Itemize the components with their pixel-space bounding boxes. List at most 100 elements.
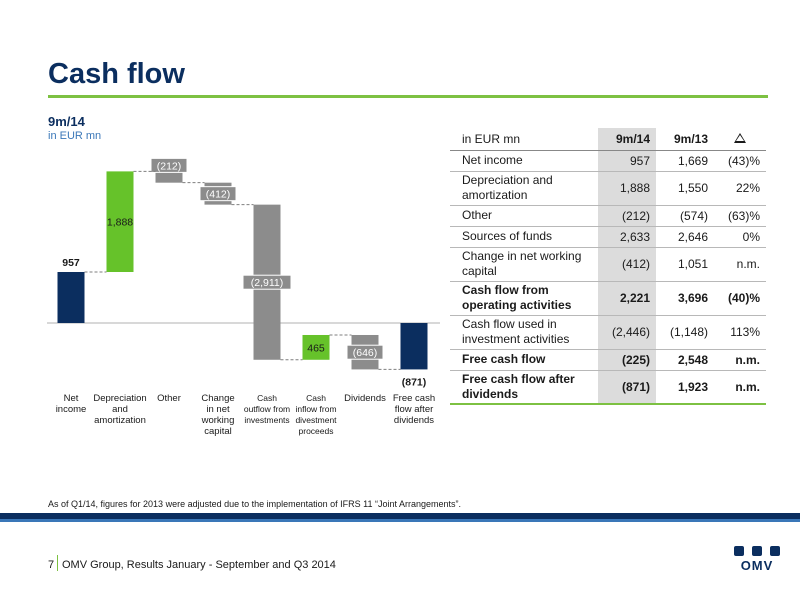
row-value-9m14: 1,888 [598, 171, 656, 206]
row-value-9m14: (212) [598, 205, 656, 227]
waterfall-bar [106, 171, 134, 272]
value-label-box [150, 157, 188, 173]
row-value-9m14: (412) [598, 247, 656, 282]
row-value-9m13: (574) [656, 205, 714, 227]
value-label: (646) [353, 347, 378, 359]
table-row: Depreciation and amortization 1,888 1,550 2… [450, 171, 766, 206]
category-label: Free cash flow after dividends [384, 393, 444, 426]
category-label: Cash inflow from divestment proceeds [286, 393, 346, 437]
row-label: Depreciation and amortization [450, 171, 598, 206]
category-label-line: investments [244, 415, 290, 425]
row-value-9m13: 2,548 [656, 349, 714, 371]
table-header-row: in EUR mn 9m/14 9m/13 [450, 128, 766, 151]
row-value-9m13: 1,550 [656, 171, 714, 206]
waterfall-bar [400, 323, 428, 370]
delta-triangle-icon [734, 132, 746, 143]
cash-flow-table: in EUR mn 9m/14 9m/13 Net income 957 1,669… [450, 128, 766, 405]
category-label: Change in net working capital [188, 393, 248, 437]
row-value-9m13: 1,669 [656, 150, 714, 172]
row-value-delta: n.m. [714, 247, 766, 282]
category-label: Dividends [335, 393, 395, 404]
category-label-line: amortization [94, 415, 146, 426]
category-label-line: Depreciation [93, 393, 147, 404]
table-header-9m13: 9m/13 [656, 128, 714, 151]
row-value-delta: (40)% [714, 281, 766, 316]
row-label: Cash flow used in investment activities [450, 315, 598, 350]
row-value-delta: 113% [714, 315, 766, 350]
row-value-9m14: (2,446) [598, 315, 656, 350]
value-label: (412) [206, 189, 231, 201]
row-value-delta: n.m. [714, 349, 766, 371]
row-value-9m13: 1,923 [656, 370, 714, 405]
row-label: Net income [450, 150, 598, 172]
value-label: 957 [62, 257, 80, 269]
row-label: Free cash flow after dividends [450, 370, 598, 405]
row-label: Free cash flow [450, 349, 598, 371]
table-row: Change in net working capital (412) 1,051 n… [450, 247, 766, 282]
value-label: (871) [402, 376, 427, 388]
row-label: Sources of funds [450, 226, 598, 248]
value-label: (212) [157, 160, 182, 172]
logo-text: OMV [740, 558, 774, 573]
category-label-line: Net [63, 393, 79, 404]
table-row: Cash flow from operating activities 2,221… [450, 281, 766, 316]
chart-period: 9m/14 [48, 114, 85, 129]
footer-band-accent [0, 519, 800, 522]
table-row: Other (212) (574) (63)% [450, 205, 766, 227]
category-label: Depreciation and amortization [90, 393, 150, 426]
waterfall-bar [302, 334, 330, 360]
page-title: Cash flow [48, 58, 185, 90]
category-label-line: in net [206, 404, 230, 415]
logo-marks-icon [734, 546, 780, 558]
waterfall-bar [155, 171, 183, 183]
footer-text: OMV Group, Results January - September a… [62, 559, 336, 571]
omv-logo: OMV [734, 546, 780, 576]
value-label-box [242, 274, 292, 290]
category-label: Net income [41, 393, 101, 415]
footer-band [0, 513, 800, 519]
row-value-9m13: 1,051 [656, 247, 714, 282]
value-label-box [346, 344, 384, 360]
value-label: (2,911) [251, 277, 284, 289]
category-label-line: income [55, 404, 87, 415]
row-value-9m13: 3,696 [656, 281, 714, 316]
table-header-9m14: 9m/14 [598, 128, 656, 151]
page-number: 7 [48, 559, 55, 571]
chart-unit: in EUR mn [48, 130, 102, 142]
category-label-line: outflow from [243, 404, 291, 414]
category-label-line: Free cash [392, 393, 436, 404]
row-value-delta: n.m. [714, 370, 766, 405]
category-label: Cash outflow from investments [237, 393, 297, 426]
table-row: Sources of funds 2,633 2,646 0% [450, 226, 766, 248]
row-value-9m14: 2,221 [598, 281, 656, 316]
category-label-line: dividends [393, 415, 435, 426]
table-row: Cash flow used in investment activities(… [450, 315, 766, 350]
category-label-line: divestment [295, 415, 337, 425]
category-label-line: and [112, 404, 128, 415]
category-label-line: working [201, 415, 235, 426]
page-separator [57, 555, 58, 571]
table-row: Free cash flow after dividends (871) 1,923… [450, 370, 766, 405]
table-row: Net income 957 1,669 (43)% [450, 150, 766, 172]
category-label-line: Cash [257, 393, 277, 403]
category-label-line: Dividends [344, 393, 386, 404]
row-value-9m14: 957 [598, 150, 656, 172]
category-label-line: inflow from [295, 404, 337, 414]
value-label: 1,888 [107, 217, 133, 229]
table-row: Free cash flow (225) 2,548 n.m. [450, 349, 766, 371]
category-label-line: Cash [306, 393, 326, 403]
row-value-9m13: 2,646 [656, 226, 714, 248]
row-value-9m14: (225) [598, 349, 656, 371]
footnote: As of Q1/14, figures for 2013 were adjus… [48, 499, 462, 509]
row-value-delta: 22% [714, 171, 766, 206]
row-label: Change in net working capital [450, 247, 598, 282]
category-label-line: Other [157, 393, 181, 404]
category-label-line: proceeds [298, 426, 334, 436]
row-value-9m13: (1,148) [656, 315, 714, 350]
row-value-9m14: (871) [598, 370, 656, 405]
value-label-box [199, 186, 237, 202]
table-header-delta [714, 128, 766, 151]
table-header-label: in EUR mn [450, 128, 598, 151]
category-label: Other [139, 393, 199, 404]
